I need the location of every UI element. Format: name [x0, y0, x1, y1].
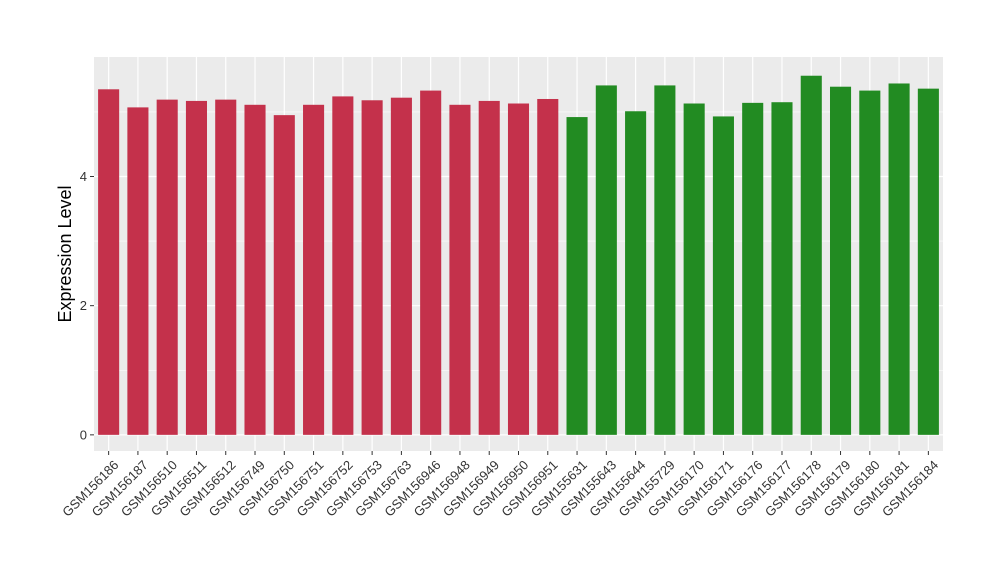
bar-GSM156949: [478, 100, 500, 435]
bar-GSM156171: [712, 116, 734, 435]
y-axis-title: Expression Level: [55, 185, 75, 322]
bar-GSM155644: [625, 111, 647, 435]
bar-GSM156177: [771, 102, 793, 435]
bar-GSM155631: [566, 117, 588, 435]
y-tick-label: 2: [80, 298, 87, 313]
bar-GSM156180: [859, 90, 881, 435]
bar-GSM156181: [888, 83, 910, 435]
bar-GSM156184: [917, 88, 939, 435]
y-axis: 0 2 4: [80, 169, 94, 442]
bar-GSM156510: [156, 99, 178, 435]
bar-GSM156951: [537, 98, 559, 435]
bar-GSM156753: [361, 100, 383, 435]
x-axis: GSM156186GSM156187GSM156510GSM156511GSM1…: [59, 451, 941, 520]
bar-GSM155643: [595, 85, 617, 435]
y-tick-label: 4: [80, 169, 87, 184]
bar-GSM156750: [273, 115, 295, 435]
bar-GSM156176: [742, 102, 764, 435]
bar-GSM156186: [98, 89, 120, 435]
bar-GSM156946: [420, 90, 442, 435]
bar-GSM156749: [244, 104, 266, 435]
bar-GSM156751: [303, 104, 325, 435]
bar-GSM156170: [683, 103, 705, 435]
bar-GSM156512: [215, 99, 237, 435]
bar-GSM156179: [829, 86, 852, 435]
y-tick-label: 0: [80, 427, 87, 442]
bar-GSM155729: [654, 85, 676, 435]
bars: [98, 75, 939, 435]
bar-GSM156752: [332, 96, 354, 435]
bar-GSM156187: [127, 107, 149, 435]
bar-GSM156511: [185, 100, 208, 435]
bar-GSM156178: [800, 75, 822, 435]
bar-GSM156948: [449, 104, 471, 435]
bar-GSM156763: [390, 97, 412, 435]
bar-GSM156950: [507, 103, 530, 435]
